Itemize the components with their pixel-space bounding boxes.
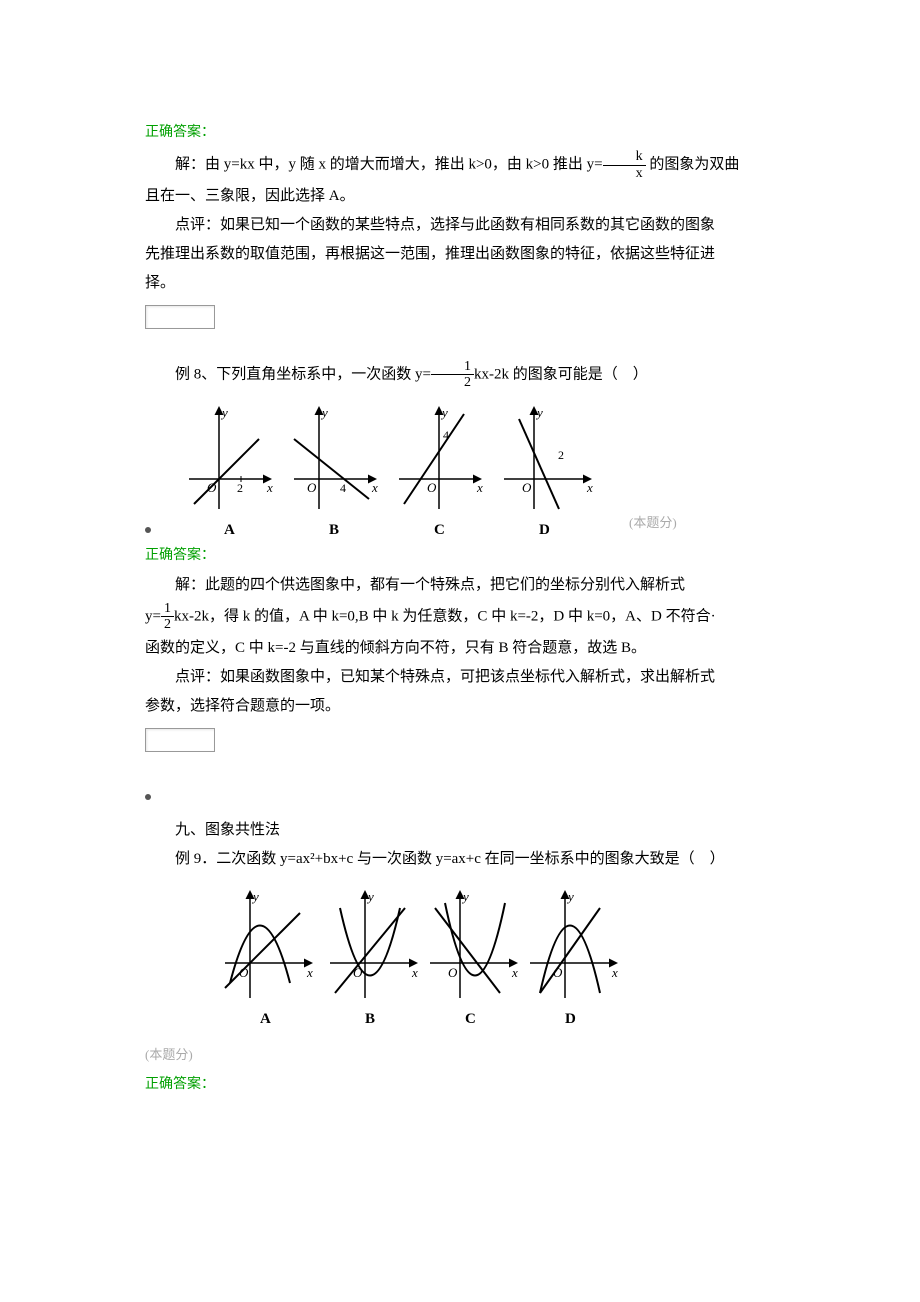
q8-stem: 例 8、下列直角坐标系中，一次函数 y=12kx-2k 的图象可能是（ ） [145,359,770,391]
bullet-icon-2 [145,794,151,800]
answer-label-1: 正确答案： [145,120,770,145]
q8-stem-post: kx-2k 的图象可能是（ ） [474,366,648,382]
answer-input-1[interactable] [145,305,215,329]
svg-text:x: x [476,480,483,495]
svg-text:y: y [251,889,259,904]
q7-solution-line2: 且在一、三象限，因此选择 A。 [145,183,770,210]
svg-text:O: O [448,965,458,980]
svg-text:C: C [434,522,445,538]
svg-text:x: x [411,965,418,980]
q8-sol-line1: 解：此题的四个供选图象中，都有一个特殊点，把它们的坐标分别代入解析式 [145,572,770,599]
svg-text:D: D [539,522,550,538]
svg-text:O: O [353,965,363,980]
svg-text:y: y [566,889,574,904]
svg-text:2: 2 [237,481,243,495]
q8-graphs: O x y 2 A O x y 4 B O x y 4 C [145,399,770,539]
q7-solution-line1: 解：由 y=kx 中，y 随 x 的增大而增大，推出 k>0，由 k>0 推出 … [145,149,770,181]
q7-comment-line1: 点评：如果已知一个函数的某些特点，选择与此函数有相同系数的其它函数的图象 [145,212,770,239]
q7-comment-line2: 先推理出系数的取值范围，再根据这一范围，推理出函数图象的特征，依据这些特征进 [145,241,770,268]
answer-input-2[interactable] [145,728,215,752]
svg-text:B: B [365,1011,375,1027]
q8-graph-svg: O x y 2 A O x y 4 B O x y 4 C [159,399,599,539]
q8-stem-pre: 例 8、下列直角坐标系中，一次函数 y= [175,366,431,382]
fraction-half-1: 12 [431,359,474,391]
svg-text:O: O [522,480,532,495]
svg-text:x: x [306,965,313,980]
svg-text:y: y [440,405,448,420]
svg-text:A: A [260,1011,271,1027]
svg-text:y: y [535,405,543,420]
q8-sol2-mid: kx-2k，得 k 的值，A 中 k=0,B 中 k 为任意数，C 中 k=-2… [174,608,716,624]
svg-text:x: x [586,480,593,495]
answer-label-3: 正确答案： [145,1072,770,1097]
svg-text:x: x [371,480,378,495]
svg-text:x: x [611,965,618,980]
score-note-2: (本题分) [145,1043,770,1066]
q7-sol-text-2: 的图象为双曲 [646,157,740,173]
fraction-half-2: 12 [161,601,174,633]
svg-text:A: A [224,522,235,538]
svg-text:4: 4 [340,481,346,495]
svg-text:y: y [366,889,374,904]
q7-comment-line3: 择。 [145,270,770,297]
q9-stem: 例 9．二次函数 y=ax²+bx+c 与一次函数 y=ax+c 在同一坐标系中… [145,846,770,873]
svg-text:C: C [465,1011,476,1027]
q8-sol-line2: y=12kx-2k，得 k 的值，A 中 k=0,B 中 k 为任意数，C 中 … [145,601,770,633]
svg-text:y: y [220,405,228,420]
fraction-kx: kx [603,149,646,181]
q8-sol-line3: 函数的定义，C 中 k=-2 与直线的倾斜方向不符，只有 B 符合题意，故选 B… [145,635,770,662]
bullet-icon [145,527,151,533]
svg-text:2: 2 [558,448,564,462]
svg-text:x: x [511,965,518,980]
q8-comment-line1: 点评：如果函数图象中，已知某个特殊点，可把该点坐标代入解析式，求出解析式 [145,664,770,691]
q8-comment-line2: 参数，选择符合题意的一项。 [145,693,770,720]
svg-text:D: D [565,1011,576,1027]
q9-section: 九、图象共性法 [145,817,770,844]
svg-text:y: y [461,889,469,904]
svg-text:y: y [320,405,328,420]
answer-label-2: 正确答案： [145,543,770,568]
q7-sol-text-1: 解：由 y=kx 中，y 随 x 的增大而增大，推出 k>0，由 k>0 推出 … [175,157,603,173]
q9-graph-svg: O x y A O x y B O x y C O x y D [205,883,625,1033]
svg-text:B: B [329,522,339,538]
score-note-1: (本题分) [629,511,677,534]
svg-text:O: O [427,480,437,495]
svg-text:x: x [266,480,273,495]
svg-text:O: O [307,480,317,495]
q8-sol2-pre: y= [145,608,161,624]
